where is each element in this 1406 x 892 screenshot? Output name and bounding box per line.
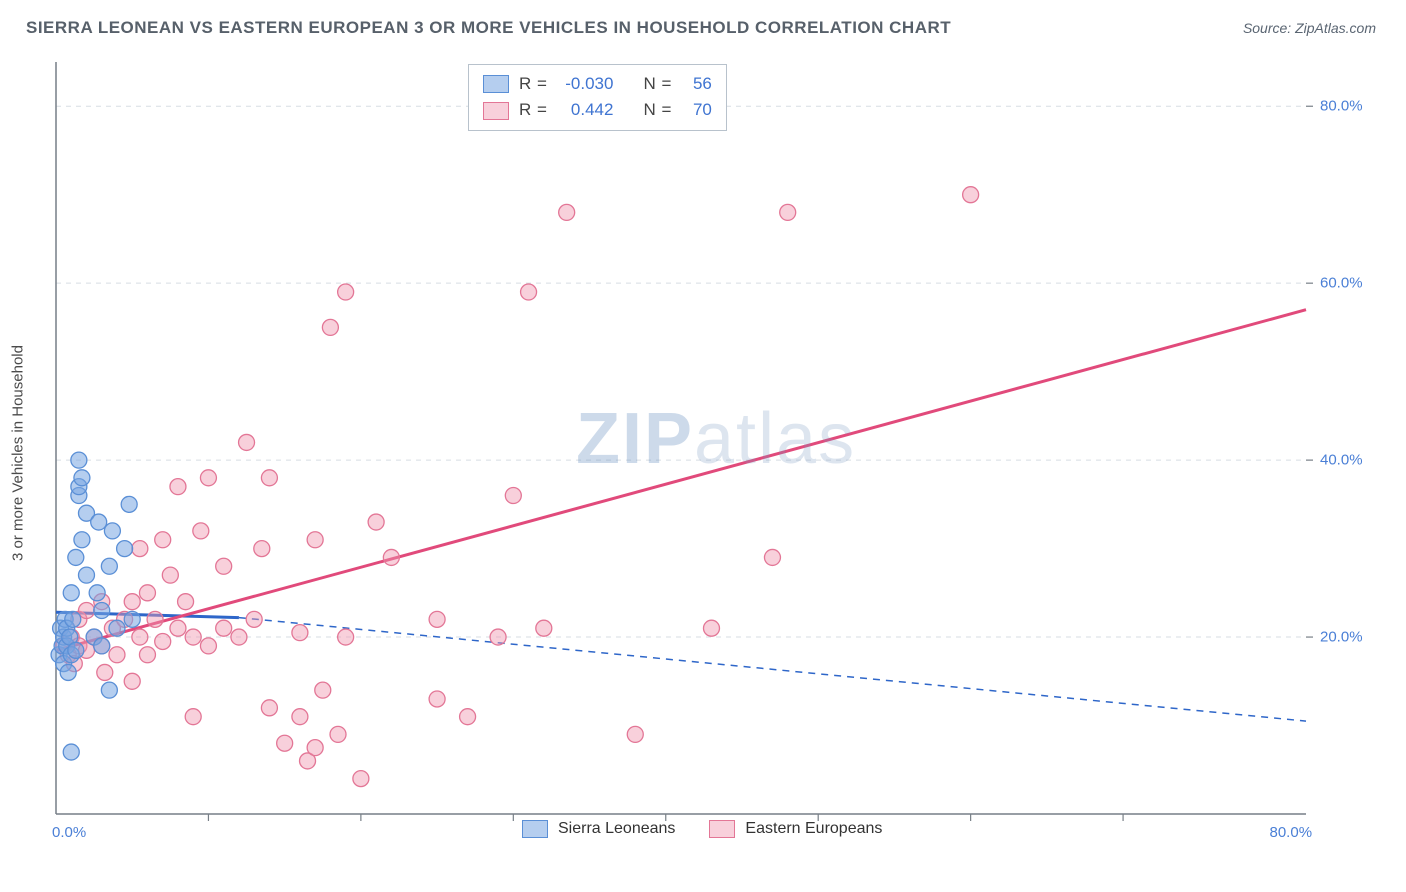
x-tick-label: 0.0% [52, 824, 86, 841]
n-label: N = [643, 97, 671, 123]
r-label: R = [519, 71, 547, 97]
y-tick-label: 80.0% [1320, 98, 1363, 115]
correlation-info-box: R = -0.030 N = 56 R = 0.442 N = 70 [468, 64, 727, 131]
legend-label: Sierra Leoneans [558, 820, 675, 838]
source-attribution: Source: ZipAtlas.com [1243, 20, 1376, 36]
source-prefix: Source: [1243, 20, 1295, 36]
y-tick-label: 60.0% [1320, 275, 1363, 292]
scatter-plot [46, 58, 1386, 848]
y-tick-label: 20.0% [1320, 629, 1363, 646]
info-row: R = -0.030 N = 56 [483, 71, 712, 97]
chart-header: SIERRA LEONEAN VS EASTERN EUROPEAN 3 OR … [0, 0, 1406, 50]
n-label: N = [643, 71, 671, 97]
y-axis-label: 3 or more Vehicles in Household [10, 345, 27, 561]
legend-swatch [709, 820, 735, 838]
legend-item: Eastern Europeans [709, 820, 882, 838]
series-legend: Sierra Leoneans Eastern Europeans [522, 820, 882, 838]
r-value: 0.442 [557, 97, 613, 123]
n-value: 56 [682, 71, 712, 97]
chart-area: 3 or more Vehicles in Household ZIPatlas… [46, 58, 1386, 848]
series-swatch [483, 75, 509, 93]
chart-title: SIERRA LEONEAN VS EASTERN EUROPEAN 3 OR … [26, 18, 951, 38]
info-row: R = 0.442 N = 70 [483, 97, 712, 123]
y-tick-label: 40.0% [1320, 452, 1363, 469]
n-value: 70 [682, 97, 712, 123]
series-swatch [483, 102, 509, 120]
legend-swatch [522, 820, 548, 838]
x-tick-label: 80.0% [1270, 824, 1313, 841]
legend-label: Eastern Europeans [745, 820, 882, 838]
r-value: -0.030 [557, 71, 613, 97]
legend-item: Sierra Leoneans [522, 820, 675, 838]
r-label: R = [519, 97, 547, 123]
source-name: ZipAtlas.com [1295, 20, 1376, 36]
